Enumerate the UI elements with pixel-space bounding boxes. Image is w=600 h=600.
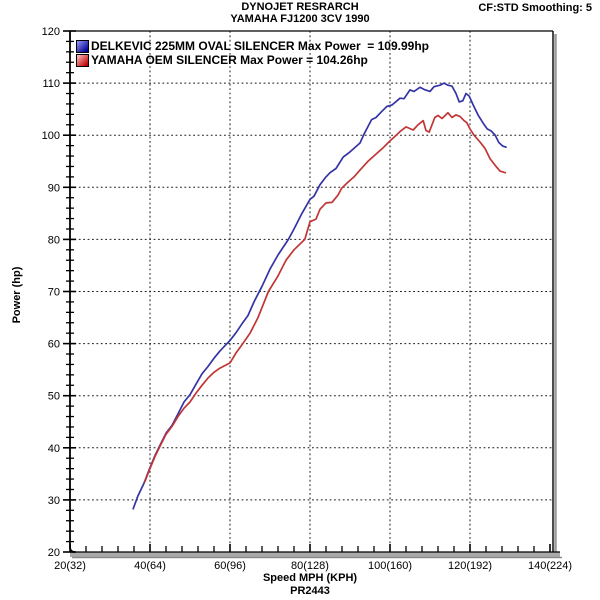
svg-text:80: 80 (48, 234, 60, 246)
svg-text:100: 100 (42, 130, 60, 142)
svg-text:30: 30 (48, 495, 60, 507)
smoothing-status: CF:STD Smoothing: 5 (478, 2, 592, 14)
page-title: DYNOJET RESRARCH YAMAHA FJ1200 3CV 1990 (0, 1, 600, 25)
plot-frame (70, 30, 557, 556)
svg-text:100(160): 100(160) (368, 560, 412, 572)
x-axis (69, 544, 562, 559)
legend-item-delkevic: DELKEVIC 225MM OVAL SILENCER Max Power =… (76, 39, 429, 53)
title-line1: DYNOJET RESRARCH (241, 1, 359, 13)
svg-text:40(64): 40(64) (134, 560, 166, 572)
chart-legend: DELKEVIC 225MM OVAL SILENCER Max Power =… (76, 39, 429, 67)
svg-text:60: 60 (48, 339, 60, 351)
power-curve-oem (143, 111, 507, 483)
svg-text:120(192): 120(192) (448, 560, 492, 572)
legend-label-delkevic: DELKEVIC 225MM OVAL SILENCER Max Power =… (91, 39, 429, 53)
power-curve-delkevic (132, 82, 507, 510)
run-number: PR2443 (290, 585, 330, 597)
svg-text:140(224): 140(224) (528, 560, 572, 572)
svg-text:110: 110 (42, 78, 60, 90)
gridlines (70, 31, 553, 551)
y-axis-title: Power (hp) (11, 266, 23, 324)
legend-item-oem: YAMAHA OEM SILENCER Max Power = 104.26hp (76, 53, 429, 67)
legend-swatch-delkevic (76, 39, 89, 53)
svg-text:80(128): 80(128) (291, 560, 329, 572)
legend-label-oem: YAMAHA OEM SILENCER Max Power = 104.26hp (91, 53, 368, 67)
svg-text:120: 120 (42, 26, 60, 38)
svg-text:90: 90 (48, 182, 60, 194)
y-tick-labels: 120 110 100 90 80 70 60 50 40 30 20 (42, 26, 60, 559)
legend-swatch-oem (76, 53, 89, 67)
x-tick-labels: 20(32) 40(64) 60(96) 80(128) 100(160) 120(192… (54, 560, 572, 572)
y-axis (63, 30, 76, 553)
svg-text:40: 40 (48, 443, 60, 455)
title-line2: YAMAHA FJ1200 3CV 1990 (230, 13, 370, 25)
svg-text:60(96): 60(96) (214, 560, 246, 572)
svg-text:70: 70 (48, 287, 60, 299)
x-axis-title: Speed MPH (KPH) (262, 572, 358, 584)
svg-text:20: 20 (48, 547, 60, 559)
svg-text:50: 50 (48, 391, 60, 403)
svg-text:20(32): 20(32) (54, 560, 86, 572)
